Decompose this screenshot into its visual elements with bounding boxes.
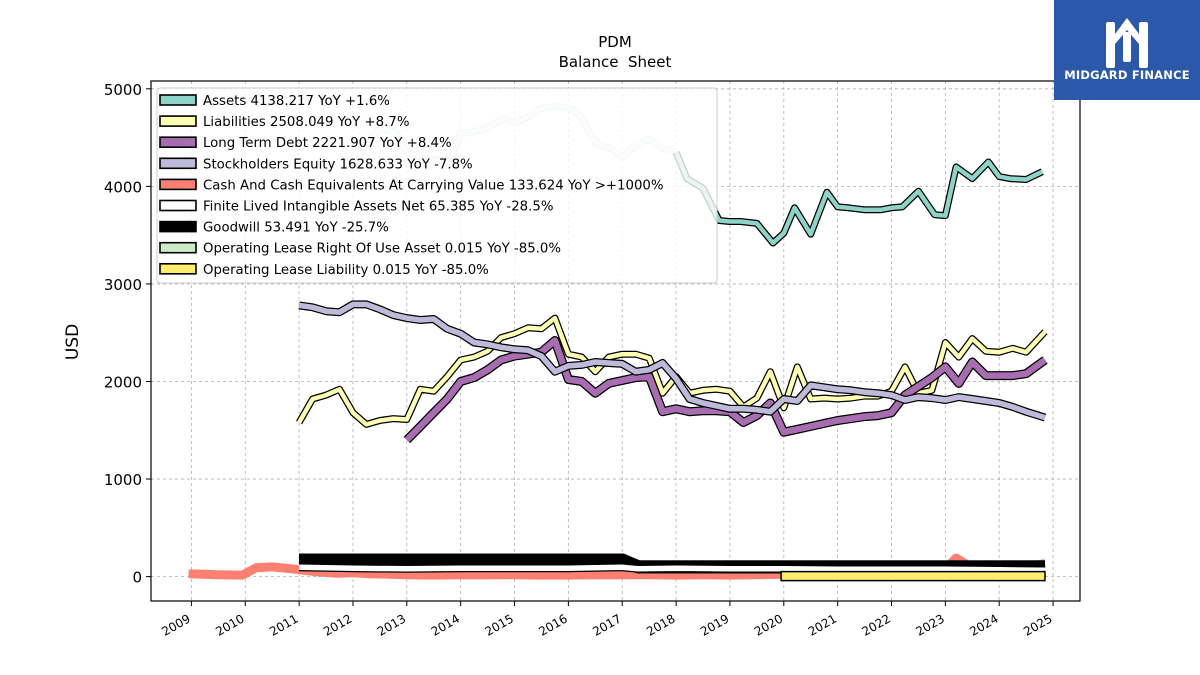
x-tick-label: 2011 [267, 611, 300, 638]
y-tick-label: 2000 [104, 373, 142, 391]
y-axis-ticks: 0 1000 2000 3000 4000 5000 [104, 81, 151, 587]
legend: Assets 4138.217 YoY +1.6% Liabilities 250… [157, 88, 717, 283]
x-tick-label: 2015 [483, 611, 516, 638]
legend-swatch [160, 243, 196, 253]
balance-sheet-chart: PDM Balance Sheet USD 0 1000 2000 3000 4000 5… [0, 0, 1200, 675]
legend-label: Finite Lived Intangible Assets Net 65.38… [203, 200, 553, 215]
legend-swatch [160, 158, 196, 168]
x-tick-label: 2019 [698, 611, 731, 638]
series-operating-lease-liability [781, 572, 1045, 581]
x-tick-label: 2013 [375, 611, 408, 638]
legend-label: Cash And Cash Equivalents At Carrying Va… [203, 178, 664, 193]
x-tick-label: 2016 [536, 611, 569, 638]
series-finite-lived-intangibles [299, 567, 1045, 570]
y-axis-label: USD [63, 324, 83, 360]
legend-swatch [160, 264, 196, 274]
legend-label: Operating Lease Right Of Use Asset 0.015… [203, 242, 561, 257]
brand-logo: MIDGARD FINANCE [1054, 0, 1200, 100]
series-assets [676, 152, 1042, 243]
y-tick-label: 1000 [104, 471, 142, 489]
x-tick-label: 2021 [806, 611, 839, 638]
legend-label: Liabilities 2508.049 YoY +8.7% [203, 115, 409, 130]
brand-mark-icon [1054, 8, 1200, 70]
y-tick-label: 4000 [104, 178, 142, 196]
x-tick-label: 2014 [429, 611, 462, 638]
x-tick-label: 2025 [1021, 611, 1054, 638]
chart-subtitle: Balance Sheet [559, 53, 672, 71]
series-stockholders-equity [299, 304, 1045, 417]
x-tick-label: 2022 [860, 611, 893, 638]
brand-name: MIDGARD FINANCE [1054, 68, 1200, 82]
x-tick-label: 2009 [159, 611, 192, 638]
x-tick-label: 2023 [913, 611, 946, 638]
x-tick-label: 2017 [590, 611, 623, 638]
legend-swatch [160, 116, 196, 126]
legend-swatch [160, 137, 196, 147]
legend-swatch [160, 201, 196, 211]
x-tick-label: 2010 [213, 611, 246, 638]
legend-label: Operating Lease Liability 0.015 YoY -85.… [203, 263, 489, 278]
legend-swatch [160, 179, 196, 189]
legend-label: Long Term Debt 2221.907 YoY +8.4% [203, 136, 452, 151]
y-tick-label: 5000 [104, 81, 142, 99]
y-tick-label: 0 [132, 569, 142, 587]
x-tick-label: 2012 [321, 611, 354, 638]
legend-swatch [160, 95, 196, 105]
x-axis-ticks: 2009 2010 2011 2012 2013 2014 2015 2016 2017 2018… [159, 601, 1054, 639]
legend-label: Stockholders Equity 1628.633 YoY -7.8% [203, 157, 473, 172]
y-tick-label: 3000 [104, 276, 142, 294]
x-tick-label: 2020 [752, 611, 785, 638]
x-tick-label: 2024 [967, 611, 1000, 638]
legend-label: Assets 4138.217 YoY +1.6% [203, 94, 390, 109]
legend-label: Goodwill 53.491 YoY -25.7% [203, 221, 389, 236]
legend-swatch [160, 222, 196, 232]
x-tick-label: 2018 [644, 611, 677, 638]
chart-title: PDM [598, 33, 632, 51]
